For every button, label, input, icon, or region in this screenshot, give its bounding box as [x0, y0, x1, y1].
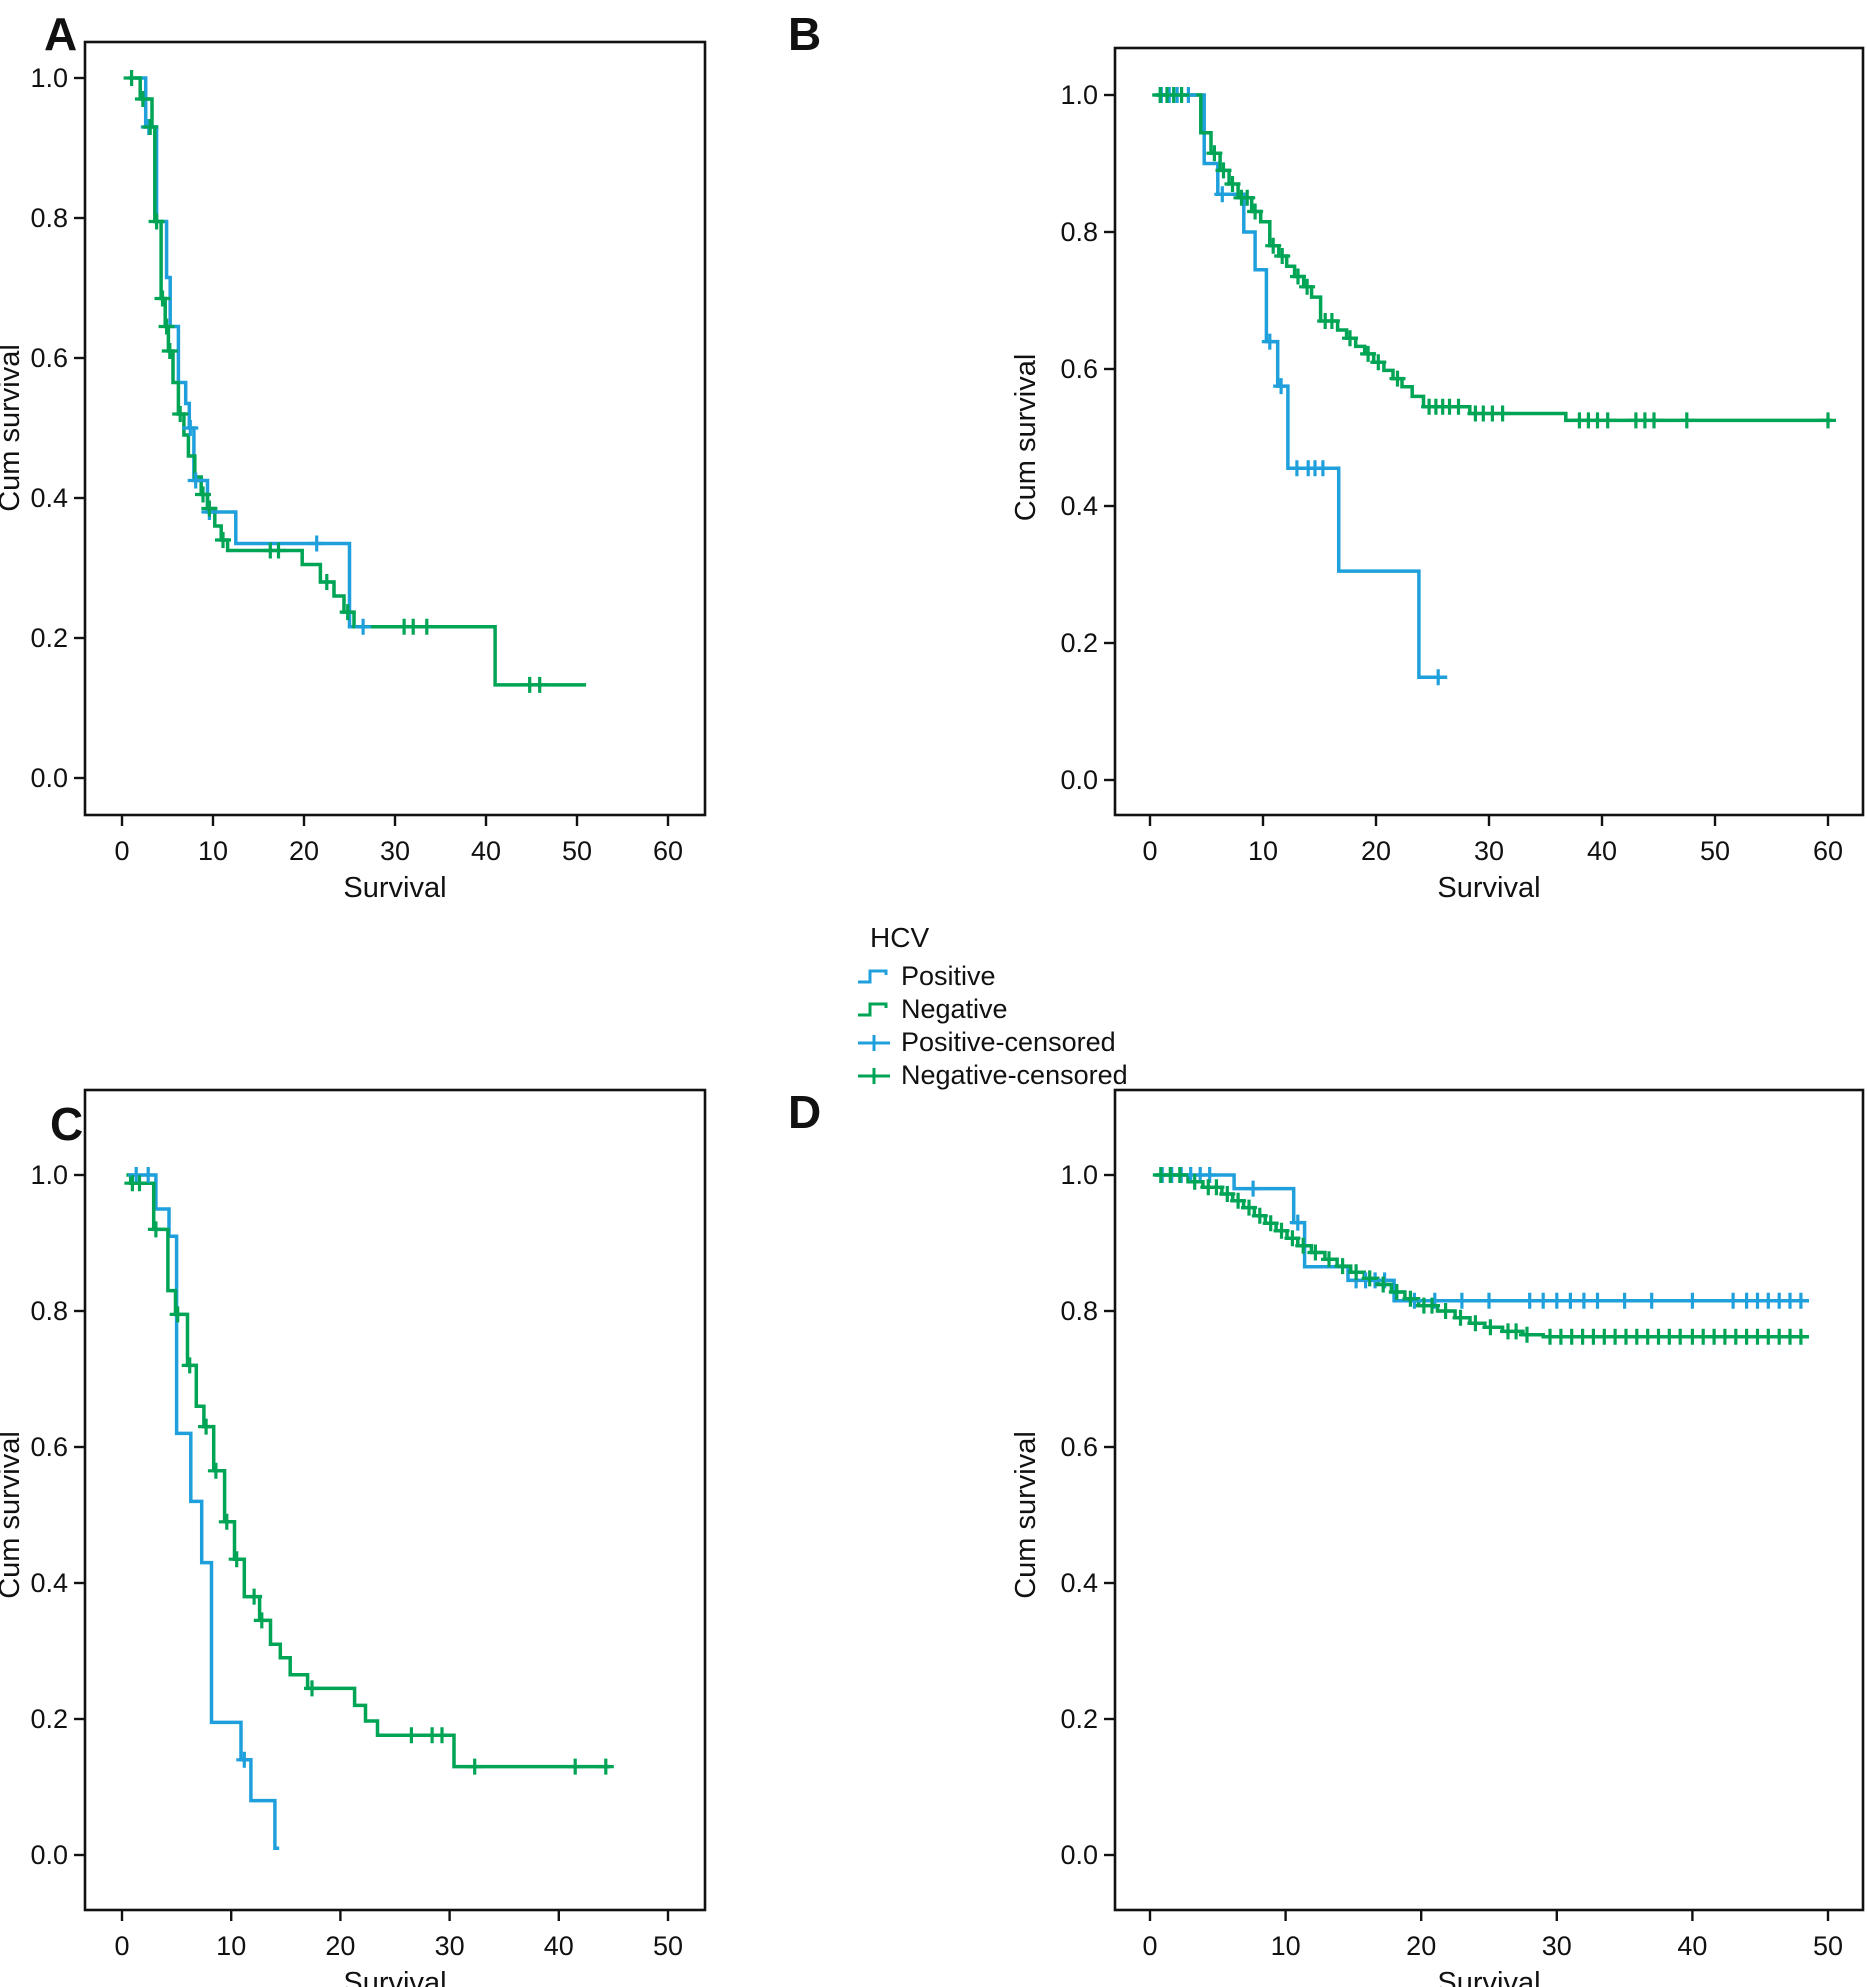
step-line-icon: [858, 1002, 888, 1016]
panel-A-x-tick-label: 20: [289, 836, 319, 866]
panel-B-x-tick-label: 60: [1813, 836, 1843, 866]
panel-B-x-tick-label: 40: [1587, 836, 1617, 866]
panel-C-x-tick-label: 30: [435, 1931, 465, 1961]
panel-C-positive-curve: [130, 1173, 280, 1850]
panel-B-y-tick-label: 0.2: [1060, 628, 1098, 658]
panel-C-negative-curve: [126, 1173, 611, 1769]
panel-A-y-axis-title: Cum survival: [0, 344, 26, 512]
panel-A-y-tick-label: 0.6: [30, 343, 68, 373]
panel-C-y-axis-title: Cum survival: [0, 1431, 26, 1599]
panel-B-x-tick-label: 0: [1142, 836, 1157, 866]
panel-D-y-tick-label: 0.0: [1060, 1840, 1098, 1870]
panel-C-letter: C: [50, 1098, 83, 1150]
panel-B-x-tick-label: 10: [1248, 836, 1278, 866]
legend-item-label: Negative-censored: [901, 1060, 1128, 1090]
panel-D-y-tick-label: 0.2: [1060, 1704, 1098, 1734]
panel-D-y-tick-label: 0.8: [1060, 1296, 1098, 1326]
panel-B-negative-censor-marks: [1152, 87, 1836, 429]
panel-C-y-tick-label: 0.2: [30, 1704, 68, 1734]
panel-C-x-tick-label: 40: [544, 1931, 574, 1961]
panel-C-positive-censor-marks: [128, 1167, 253, 1768]
panel-A-plot-box: [83, 40, 707, 817]
legend-item-label: Positive: [901, 961, 996, 991]
panel-A-y-tick-label: 0.2: [30, 623, 68, 653]
panel-B-y-tick-label: 0.8: [1060, 217, 1098, 247]
panel-A-negative-censor-marks: [123, 70, 548, 693]
panel-A-x-tick-label: 30: [380, 836, 410, 866]
panel-C-y-tick-label: 0.4: [30, 1568, 68, 1598]
panel-C-y-tick-label: 1.0: [30, 1160, 68, 1190]
panel-A-y-tick-label: 0.8: [30, 203, 68, 233]
legend: HCV Positive Negative Positive-censored …: [856, 922, 1128, 1092]
panel-B-y-tick-label: 0.0: [1060, 765, 1098, 795]
legend-title: HCV: [870, 922, 930, 953]
panel-C-x-tick-label: 20: [325, 1931, 355, 1961]
panel-D-letter: D: [788, 1086, 821, 1138]
panel-A-x-tick-label: 60: [653, 836, 683, 866]
panel-A-y-tick-label: 1.0: [30, 63, 68, 93]
panel-D-y-tick-label: 1.0: [1060, 1160, 1098, 1190]
panel-C-y-tick-label: 0.6: [30, 1432, 68, 1462]
panel-A-x-axis-title: Survival: [343, 872, 446, 904]
panel-D-x-tick-label: 10: [1271, 1931, 1301, 1961]
panel-C-x-tick-label: 0: [114, 1931, 129, 1961]
panel-A-negative-curve: [129, 76, 587, 687]
panel-D-plot-box: [1113, 1088, 1865, 1912]
panel-B-positive-curve: [1155, 93, 1448, 680]
panel-D-x-tick-label: 0: [1142, 1931, 1157, 1961]
panel-B-y-axis-title: Cum survival: [1010, 354, 1042, 522]
panel-D-y-tick-label: 0.4: [1060, 1568, 1098, 1598]
legend-item-label: Negative: [901, 994, 1008, 1024]
panel-B-x-tick-label: 30: [1474, 836, 1504, 866]
panel-A-y-tick-label: 0.4: [30, 483, 68, 513]
panel-C-y-tick-label: 0.8: [30, 1296, 68, 1326]
panel-C-y-tick-label: 0.0: [30, 1840, 68, 1870]
panel-A-x-tick-label: 0: [114, 836, 129, 866]
panel-B-letter: B: [788, 8, 821, 60]
panel-C-plot-box: [83, 1088, 707, 1912]
panel-A-y-tick-label: 0.0: [30, 763, 68, 793]
panel-C-x-tick-label: 10: [216, 1931, 246, 1961]
censor-plus-icon: [858, 1034, 890, 1051]
panel-A-x-tick-label: 50: [562, 836, 592, 866]
panel-B-negative-curve: [1155, 93, 1832, 423]
panel-B-x-axis-title: Survival: [1437, 872, 1540, 904]
panel-A-letter: A: [44, 8, 77, 60]
censor-plus-icon: [858, 1067, 890, 1084]
panel-D-x-axis-title: Survival: [1437, 1967, 1540, 1987]
panel-D-x-tick-label: 40: [1677, 1931, 1707, 1961]
panel-B-x-tick-label: 20: [1361, 836, 1391, 866]
panel-D-x-tick-label: 50: [1813, 1931, 1843, 1961]
panel-A-positive-censor-marks: [140, 119, 372, 635]
legend-item-positive: Positive: [856, 960, 1128, 993]
legend-item-label: Positive-censored: [901, 1027, 1116, 1057]
panel-A-x-tick-label: 40: [471, 836, 501, 866]
panel-C-x-axis-title: Survival: [343, 1967, 446, 1987]
panel-A-x-tick-label: 10: [198, 836, 228, 866]
legend-item-negative-censored: Negative-censored: [856, 1059, 1128, 1092]
panel-D-negative-curve: [1155, 1173, 1809, 1339]
legend-item-positive-censored: Positive-censored: [856, 1026, 1128, 1059]
panel-D-x-tick-label: 20: [1406, 1931, 1436, 1961]
panel-D-negative-censor-marks: [1152, 1167, 1809, 1345]
legend-item-negative: Negative: [856, 993, 1128, 1026]
step-line-icon: [858, 969, 888, 983]
panel-B-y-tick-label: 1.0: [1060, 80, 1098, 110]
panel-C-negative-censor-marks: [124, 1175, 614, 1775]
panel-B-plot-box: [1113, 46, 1865, 817]
panel-D-positive-censor-marks: [1154, 1167, 1809, 1309]
panel-B-y-tick-label: 0.6: [1060, 354, 1098, 384]
panel-C-x-tick-label: 50: [653, 1931, 683, 1961]
panel-A-positive-curve: [134, 76, 370, 629]
panel-D-y-tick-label: 0.6: [1060, 1432, 1098, 1462]
panel-B-y-tick-label: 0.4: [1060, 491, 1098, 521]
panel-D-x-tick-label: 30: [1542, 1931, 1572, 1961]
panel-D-y-axis-title: Cum survival: [1010, 1431, 1042, 1599]
panel-B-x-tick-label: 50: [1700, 836, 1730, 866]
